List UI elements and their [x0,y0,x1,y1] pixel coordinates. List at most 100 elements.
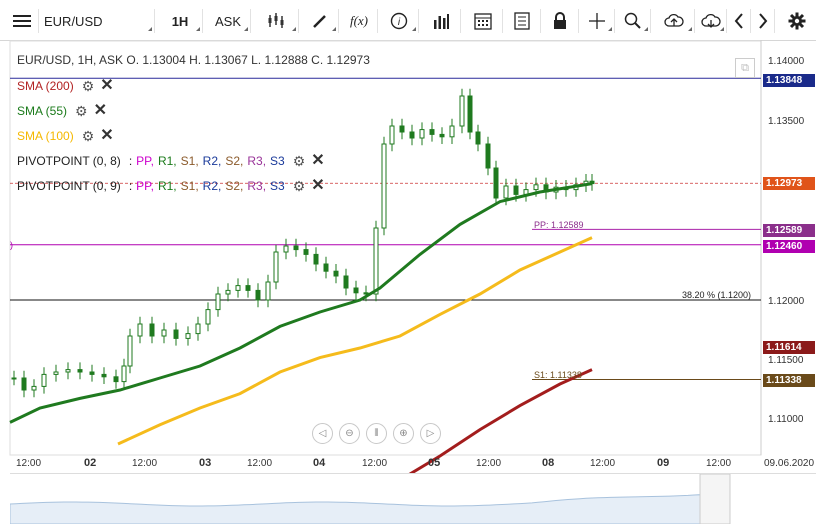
upload-button[interactable] [654,9,695,33]
close-icon[interactable]: ✕ [311,177,325,194]
pivot-separator: : [128,179,133,193]
lock-button[interactable] [542,9,579,33]
symbol-input[interactable] [44,12,140,30]
dropdown-corner-icon [332,27,336,31]
timeframe-dropdown[interactable]: 1H [158,9,203,33]
svg-text:i: i [398,17,401,28]
x-tick-label: 03 [199,457,212,469]
pivot-level: S1, [180,154,199,168]
candle-body [225,289,231,295]
candle-body [449,125,455,138]
close-icon[interactable]: ✕ [100,77,114,94]
candle-body [31,385,37,391]
crosshair-button[interactable] [580,9,615,33]
candle-body [235,285,241,291]
expand-chart-button[interactable]: ⧉ [735,58,755,78]
candle-body [485,143,491,169]
candle-body [589,180,595,185]
zoom-in-button[interactable]: ⊕ [393,423,414,444]
candle-body [255,289,261,301]
candle-body [475,131,481,145]
x-tick-label: 12:00 [16,458,42,469]
candle-body [533,184,539,191]
scroll-left-button[interactable] [728,9,751,33]
info-button[interactable]: i [380,9,419,33]
dropdown-corner-icon [412,27,416,31]
indicator-sma100-label[interactable]: SMA (100) [17,129,74,143]
settings-button[interactable] [784,9,810,33]
ohlc-header: EUR/USD, 1H, ASK O. 1.13004 H. 1.13067 L… [17,53,370,67]
chart-type-button[interactable] [254,9,299,33]
candle-body [303,249,309,255]
price-label-sma200: 1.11614 [763,341,815,354]
expand-icon: ⧉ [741,61,749,74]
dropdown-corner-icon [148,27,152,31]
price-label-r-line: 1.13848 [763,74,815,87]
x-tick-label: 02 [84,457,97,469]
pivot-level: R2, [202,179,222,193]
candle-body [513,185,519,195]
gear-icon[interactable]: ⚙ [81,78,95,94]
candle-body [41,373,47,387]
zoom-in-icon: ⊕ [399,428,408,439]
news-button[interactable] [504,9,541,33]
indicators-button[interactable]: f(x) [341,9,378,33]
indicator-pivot-8-label[interactable]: PIVOTPOINT (0, 8) [17,154,121,168]
symbol-dropdown[interactable] [140,9,155,33]
price-type-dropdown[interactable]: ASK [206,9,251,33]
candle-body [101,373,107,378]
chevron-left-icon [734,13,743,29]
candle-body [381,143,387,229]
candle-body [195,323,201,335]
dropdown-corner-icon [292,27,296,31]
price-label-magenta: 1.12460 [763,240,815,253]
s1-annotation: S1: 1.11338 [534,370,582,380]
gear-icon[interactable]: ⚙ [292,178,306,194]
candle-body [373,227,379,295]
x-tick-label: 12:00 [247,458,273,469]
zoom-out-button[interactable]: ⊖ [339,423,360,444]
scroll-right-button[interactable] [752,9,775,33]
close-icon[interactable]: ✕ [93,102,107,119]
reset-button[interactable]: ⦀ [366,423,387,444]
navigator-panel[interactable] [10,473,816,524]
x-tick-label: 09.06.2020 [764,458,815,469]
crosshair-icon [589,13,605,29]
price-type-label: ASK [214,13,241,29]
zoom-button[interactable] [616,9,651,33]
y-tick-label: 1.14000 [768,56,805,67]
calendar-button[interactable] [464,9,503,33]
candle-body [215,293,221,311]
x-tick-label: 08 [542,457,555,469]
gear-icon[interactable]: ⚙ [81,128,95,144]
download-button[interactable] [696,9,727,33]
candle-body [313,253,319,265]
candle-body [149,323,155,337]
toolbar: 1H ASK f(x) i [0,0,816,41]
scroll-back-button[interactable]: ◁ [312,423,333,444]
candle-body [21,377,27,391]
indicator-sma200-label[interactable]: SMA (200) [17,79,74,93]
navigator-area [10,494,701,524]
volume-button[interactable] [422,9,461,33]
candle-body [389,125,395,145]
candle-body [65,369,71,373]
gear-icon[interactable]: ⚙ [292,153,306,169]
indicator-sma55-label[interactable]: SMA (55) [17,104,68,118]
draw-tool-button[interactable] [302,9,339,33]
menu-button[interactable] [6,9,39,33]
candle-body [293,245,299,251]
lock-icon [554,12,566,29]
indicator-sma200-row: SMA (200) ⚙ ✕ [17,77,114,94]
x-tick-label: 12:00 [590,458,616,469]
close-icon[interactable]: ✕ [100,127,114,144]
scroll-forward-button[interactable]: ▷ [420,423,441,444]
close-icon[interactable]: ✕ [311,152,325,169]
indicator-pivot-9-label[interactable]: PIVOTPOINT (0, 9) [17,179,121,193]
navigator-handle [699,474,731,524]
price-chart[interactable]: ) [0,40,816,473]
pivot-level: S3 [270,154,285,168]
zoom-out-icon: ⊖ [345,428,354,439]
dropdown-corner-icon [720,27,724,31]
gear-icon[interactable]: ⚙ [75,103,88,119]
